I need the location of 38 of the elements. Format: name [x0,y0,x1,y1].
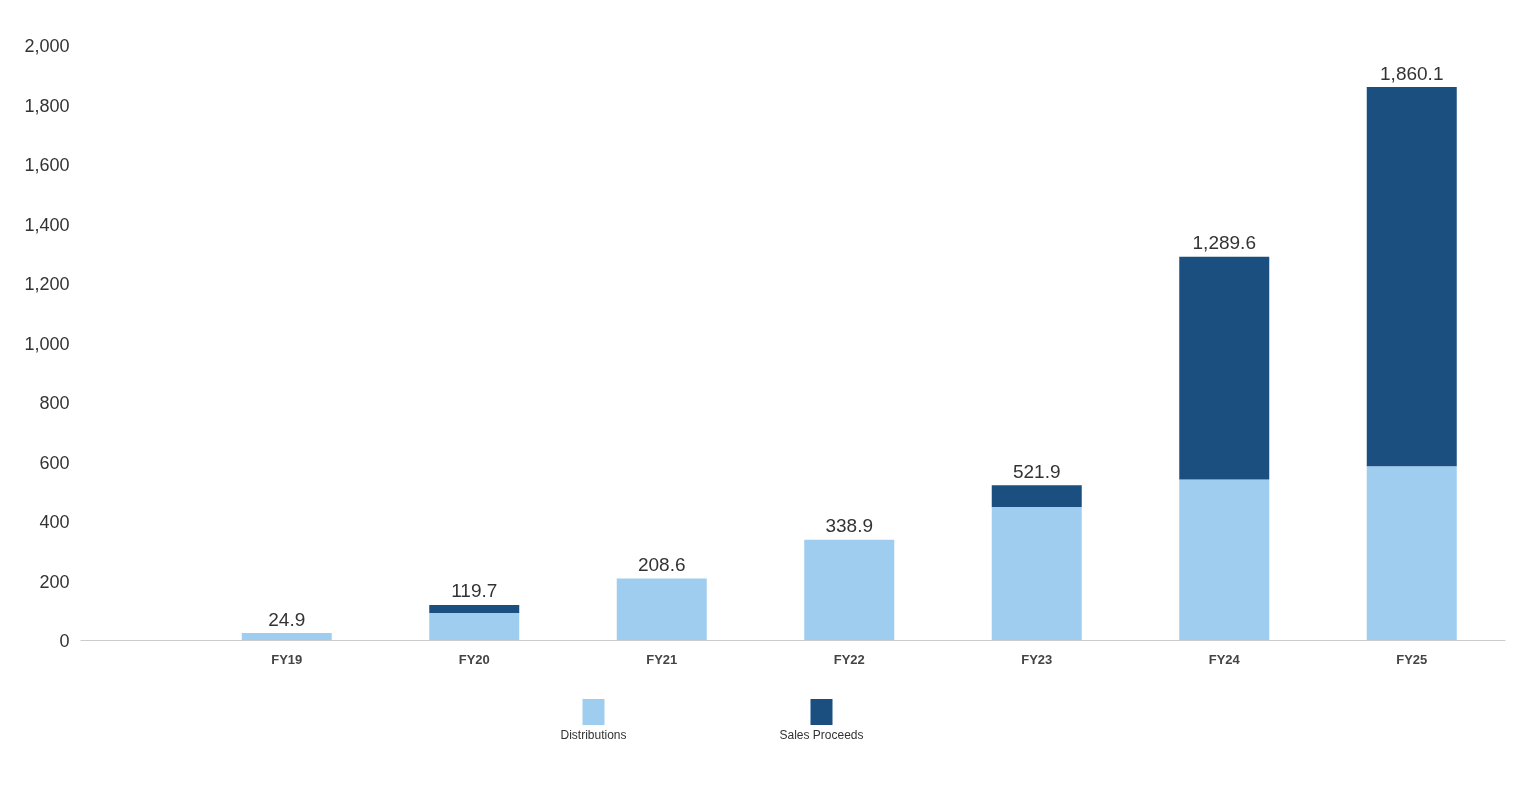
bar [1179,256,1270,480]
total-label: 24.9 [268,608,306,630]
bar [1366,466,1457,641]
y-tick-label: 1,200 [24,274,70,294]
x-tick-label: FY20 [458,651,490,667]
x-tick-label: FY24 [1208,651,1241,667]
y-tick-label: 400 [39,512,70,532]
y-tick-label: 200 [39,571,70,592]
total-label: 208.6 [637,554,686,575]
y-tick-label: 800 [39,393,70,413]
y-tick-label: 600 [39,452,70,473]
bar [616,578,707,641]
total-label: 338.9 [825,515,874,537]
y-tick-label: 1,800 [24,95,70,116]
y-tick-label: 1,000 [24,333,70,354]
total-label: 119.7 [451,580,498,602]
bar [429,604,520,614]
bar [991,485,1082,508]
total-label: 521.9 [1012,460,1061,482]
bar [804,539,895,641]
x-tick-label: FY21 [646,651,678,667]
x-tick-label: FY23 [1021,651,1053,667]
bar [1366,87,1457,467]
y-tick-label: 2,000 [24,36,70,56]
bar [991,507,1082,641]
legend-label: Distributions [560,727,627,742]
x-tick-label: FY25 [1396,651,1428,667]
total-label: 1,289.6 [1192,232,1256,254]
bar [1179,479,1270,641]
total-label: 1,860.1 [1380,62,1444,84]
bar [429,613,520,641]
x-tick-label: FY22 [833,651,865,667]
y-tick-label: 0 [59,631,70,651]
x-tick-label: FY19 [271,651,303,667]
bar [241,633,332,641]
y-tick-label: 1,400 [24,214,70,235]
y-tick-label: 1,600 [24,155,70,175]
legend-label: Sales Proceeds [779,727,864,742]
